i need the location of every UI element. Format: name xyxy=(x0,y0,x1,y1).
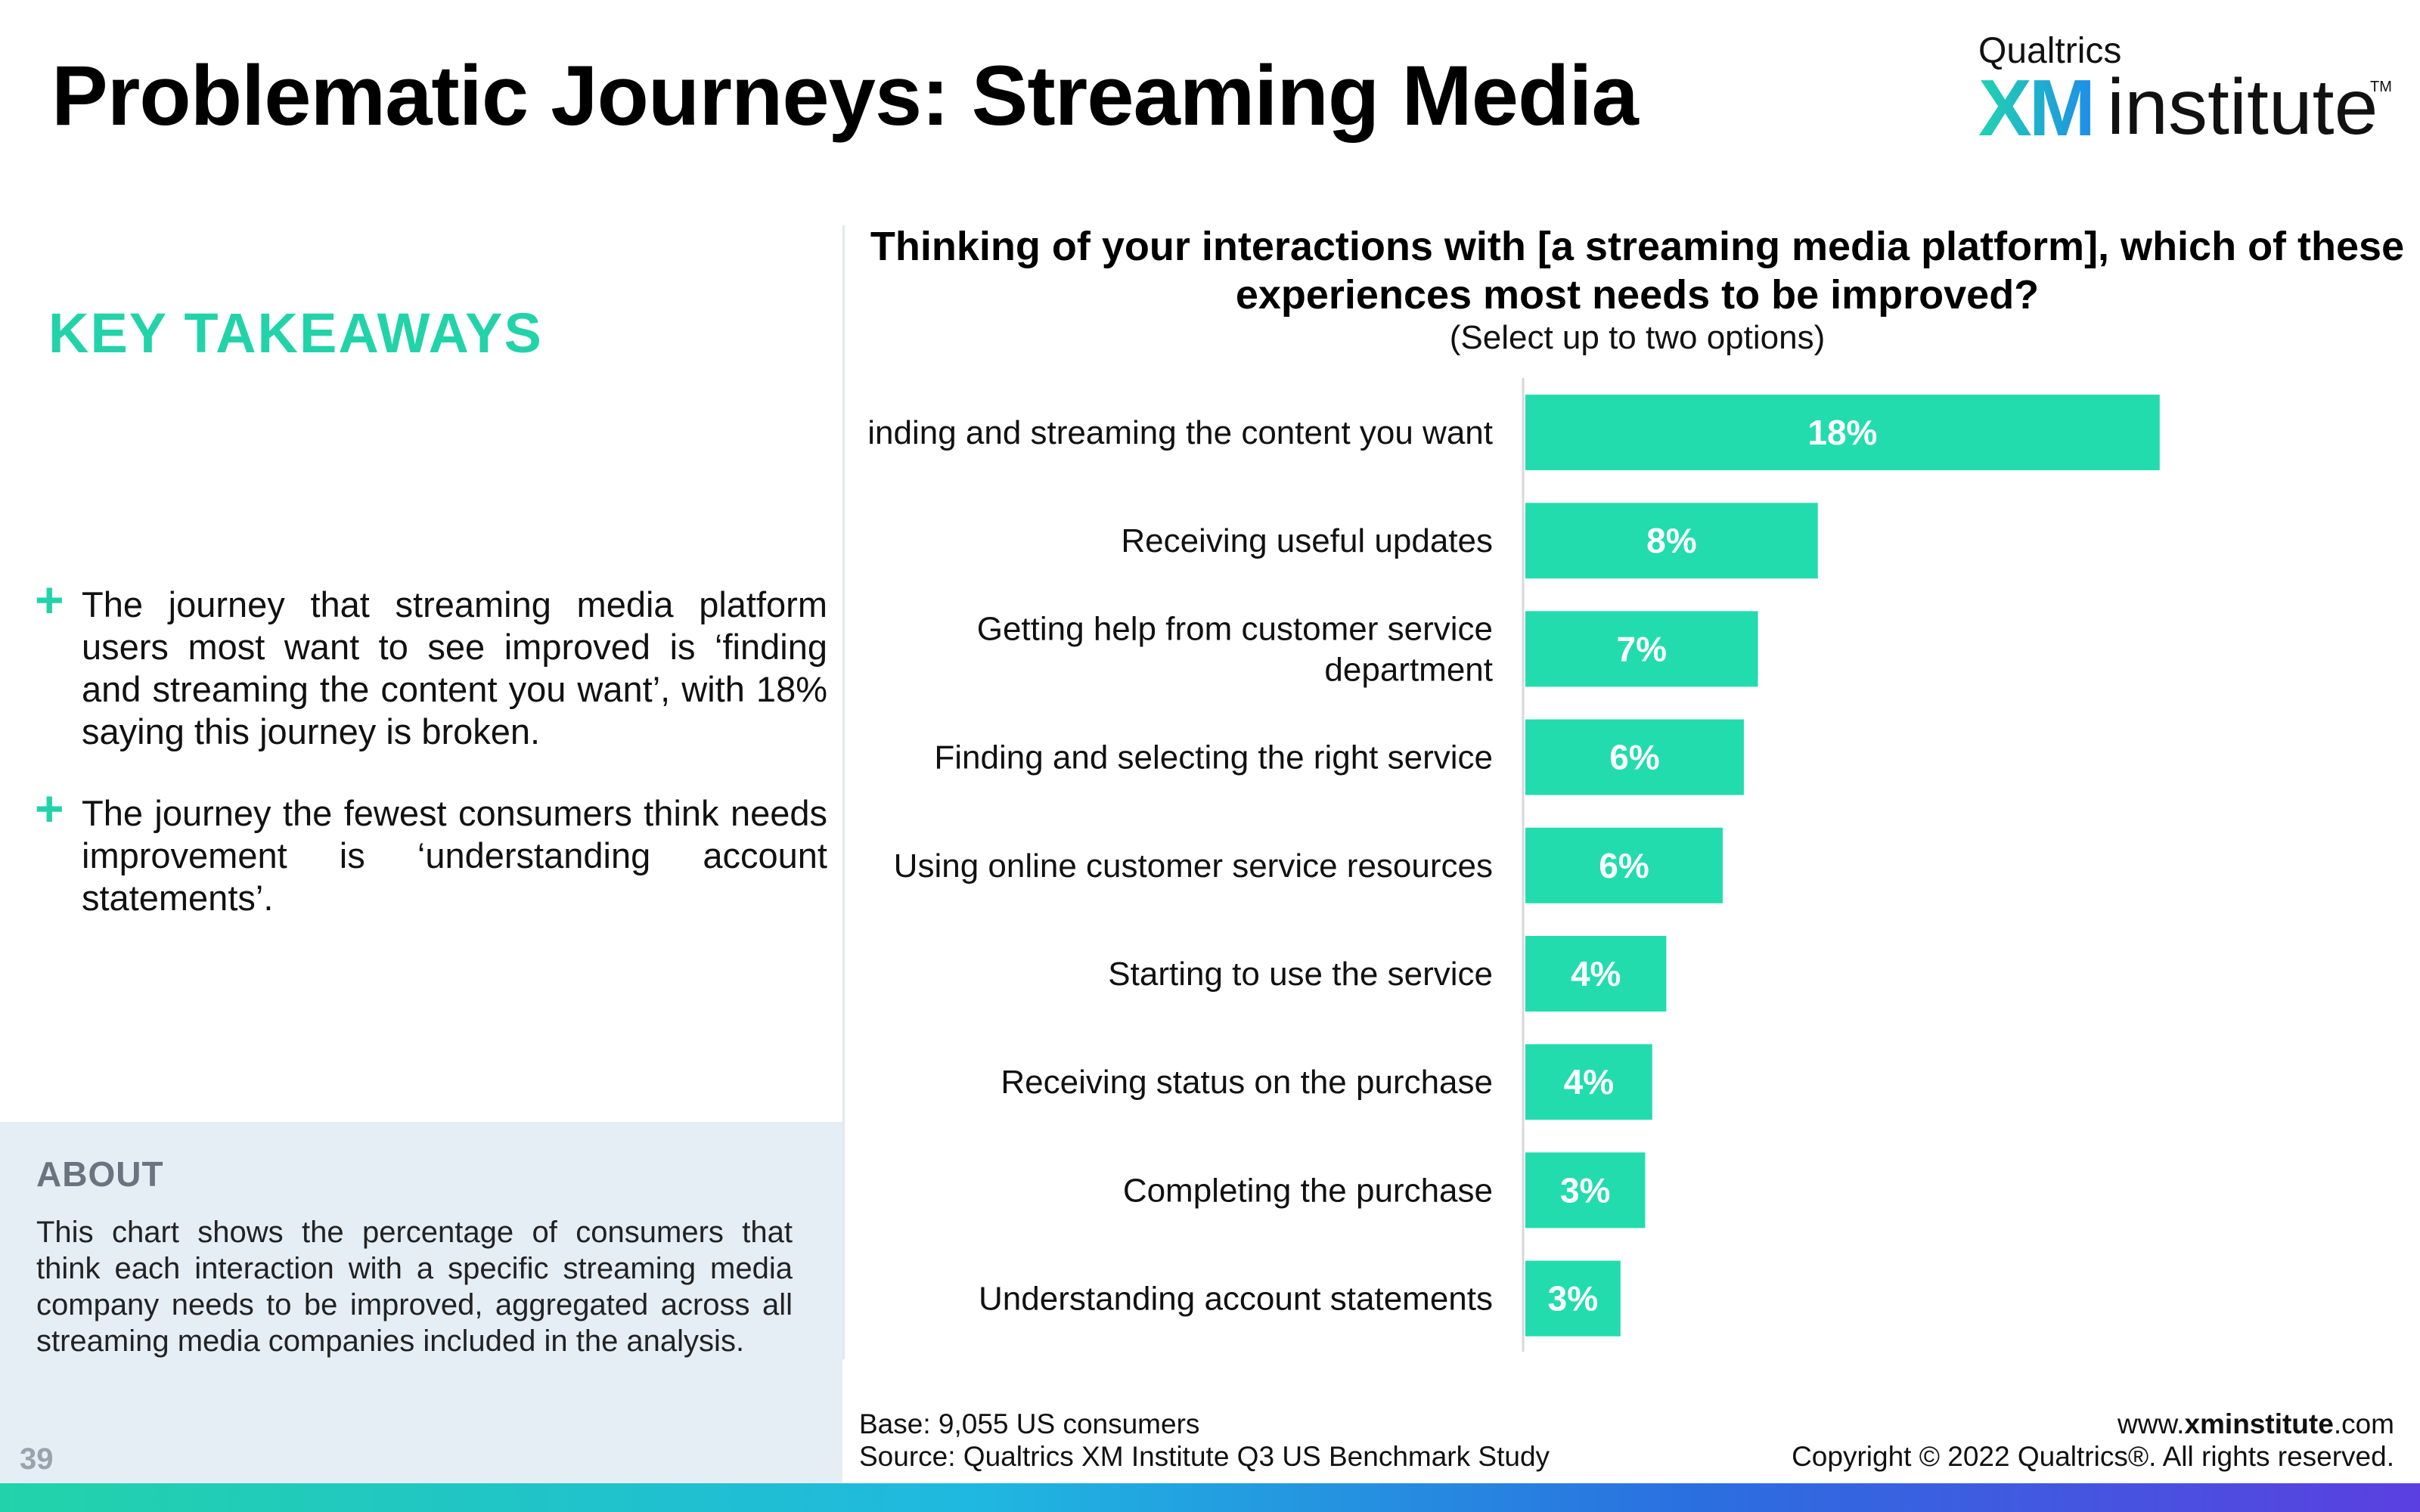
logo-institute-text: institute xyxy=(2107,64,2378,151)
bar-category-label: Finding and streaming the content you wa… xyxy=(870,414,1493,451)
page-title: Problematic Journeys: Streaming Media xyxy=(51,48,1639,143)
vertical-divider xyxy=(842,225,845,1359)
footer-rights-block: www.xminstitute.com Copyright © 2022 Qua… xyxy=(1792,1408,2394,1473)
bar-category-label: Finding and selecting the right service xyxy=(934,739,1493,776)
bar-category-label: Receiving status on the purchase xyxy=(1001,1064,1493,1101)
footer-source-block: Base: 9,055 US consumers Source: Qualtri… xyxy=(859,1408,1550,1473)
bar-value-label: 4% xyxy=(1564,1062,1614,1101)
plus-icon: + xyxy=(35,780,64,836)
bar-category-label: Getting help from customer service depart… xyxy=(977,610,1493,688)
logo-xm-text: XM xyxy=(1978,64,2096,153)
footer-base: Base: 9,055 US consumers xyxy=(859,1408,1200,1439)
bar-value-label: 6% xyxy=(1599,846,1649,885)
bar-value-label: 6% xyxy=(1609,738,1659,777)
logo-qualtrics-text: Qualtrics xyxy=(1978,31,2122,71)
bar xyxy=(1525,1152,1646,1228)
bar-value-label: 3% xyxy=(1560,1170,1610,1210)
xm-institute-logo: Qualtrics XM institute TM xyxy=(1978,30,2392,153)
bar xyxy=(1525,1044,1652,1120)
bar-category-label: Using online customer service resources xyxy=(894,847,1493,885)
key-takeaways-heading: KEY TAKEAWAYS xyxy=(48,302,543,364)
takeaway-text: The journey the fewest consumers think n… xyxy=(82,793,827,918)
bar xyxy=(1525,1260,1621,1337)
logo-trademark: TM xyxy=(2370,79,2392,95)
footer-copyright: Copyright © 2022 Qualtrics®. All rights … xyxy=(1792,1441,2394,1472)
about-text: This chart shows the percentage of consu… xyxy=(36,1216,793,1358)
bar-chart: 18% Finding and streaming the content you… xyxy=(870,378,2160,1352)
bar xyxy=(1525,827,1723,903)
about-panel: ABOUT This chart shows the percentage of… xyxy=(0,1122,842,1485)
chart-title: Thinking of your interactions with [a st… xyxy=(870,224,2405,318)
bar-category-label: Completing the purchase xyxy=(1123,1172,1493,1209)
about-heading: ABOUT xyxy=(36,1154,164,1194)
bar-category-label: Understanding account statements xyxy=(979,1281,1493,1318)
bar xyxy=(1525,611,1758,687)
bar-value-label: 18% xyxy=(1807,413,1877,452)
footer-website[interactable]: www.xminstitute.com xyxy=(2118,1408,2394,1439)
chart-subtitle: (Select up to two options) xyxy=(1449,319,1826,356)
bar-value-label: 8% xyxy=(1646,521,1696,560)
bar-value-label: 4% xyxy=(1571,954,1621,993)
bar xyxy=(1525,719,1744,795)
page-number: 39 xyxy=(20,1442,54,1476)
bar xyxy=(1525,503,1818,579)
bar-category-label: Starting to use the service xyxy=(1108,956,1493,993)
footer-gradient-bar xyxy=(0,1483,2420,1512)
bar xyxy=(1525,936,1667,1012)
bar-value-label: 7% xyxy=(1617,629,1667,668)
bar-value-label: 3% xyxy=(1548,1279,1598,1318)
footer-source: Source: Qualtrics XM Institute Q3 US Ben… xyxy=(859,1441,1550,1472)
bar xyxy=(1525,395,2160,470)
takeaway-text: The journey that streaming media platfor… xyxy=(82,584,827,751)
plus-icon: + xyxy=(35,572,64,627)
bar-category-label: Receiving useful updates xyxy=(1121,522,1493,559)
